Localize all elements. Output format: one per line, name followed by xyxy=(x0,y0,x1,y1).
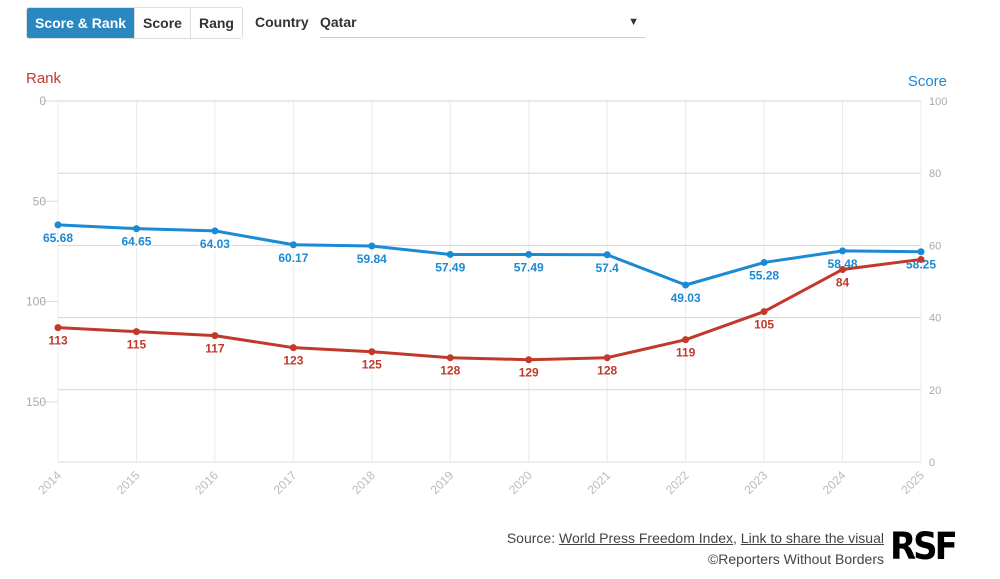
data-point-rank xyxy=(289,344,297,352)
data-label-score: 65.68 xyxy=(43,231,73,245)
data-point-rank xyxy=(917,255,925,263)
data-point-score xyxy=(132,225,140,233)
country-value: Qatar xyxy=(320,14,357,30)
footer: Source: World Press Freedom Index, Link … xyxy=(507,528,884,570)
data-point-rank xyxy=(446,354,454,362)
data-label-rank: 125 xyxy=(362,358,382,372)
data-label-score: 60.17 xyxy=(278,251,308,265)
data-point-score xyxy=(525,250,533,258)
data-label-rank: 105 xyxy=(754,318,774,332)
data-point-score xyxy=(446,250,454,258)
score-tick-label: 60 xyxy=(929,240,941,252)
data-point-score xyxy=(54,221,62,229)
score-tick-label: 40 xyxy=(929,313,941,325)
x-tick-label: 2024 xyxy=(820,468,849,497)
data-label-rank: 129 xyxy=(519,366,539,380)
score-axis-title: Score xyxy=(907,73,947,90)
rsf-logo: RSF xyxy=(890,525,958,569)
rank-tick-label: 150 xyxy=(26,395,46,409)
data-label-rank: 119 xyxy=(676,346,696,360)
data-label-score: 49.03 xyxy=(671,291,701,305)
data-label-rank: 117 xyxy=(205,342,225,356)
x-tick-label: 2014 xyxy=(35,468,64,497)
x-tick-label: 2020 xyxy=(506,468,535,497)
data-point-rank xyxy=(132,328,140,336)
rank-axis-title: Rank xyxy=(26,70,62,87)
separator: , xyxy=(733,530,741,546)
x-tick-label: 2018 xyxy=(349,468,378,497)
data-point-rank xyxy=(54,324,62,332)
data-point-score xyxy=(682,281,690,289)
view-tabs: Score & Rank Score Rang xyxy=(26,7,243,39)
x-tick-label: 2019 xyxy=(428,468,457,497)
share-link[interactable]: Link to share the visual xyxy=(740,530,884,546)
source-link[interactable]: World Press Freedom Index xyxy=(558,530,734,546)
data-label-score: 57.49 xyxy=(435,260,465,274)
data-point-score xyxy=(211,227,219,235)
x-tick-label: 2023 xyxy=(741,468,770,497)
x-tick-label: 2015 xyxy=(114,468,143,497)
series-line-rank xyxy=(57,257,922,362)
data-label-score: 59.84 xyxy=(357,252,387,266)
score-tick-label: 20 xyxy=(929,385,941,397)
x-tick-label: 2025 xyxy=(898,468,927,497)
data-point-rank xyxy=(760,308,768,316)
data-label-rank: 128 xyxy=(440,364,460,378)
data-point-score xyxy=(368,242,376,250)
tab-score[interactable]: Score xyxy=(134,8,190,38)
data-point-score xyxy=(760,258,768,266)
data-point-rank xyxy=(368,348,376,356)
x-tick-label: 2017 xyxy=(271,468,300,497)
source-prefix: Source: xyxy=(506,530,559,546)
data-label-score: 64.65 xyxy=(121,235,151,249)
data-label-rank: 113 xyxy=(48,334,68,348)
tab-rang[interactable]: Rang xyxy=(189,8,242,38)
data-point-score xyxy=(603,251,611,259)
x-tick-label: 2021 xyxy=(585,468,614,497)
country-label: Country xyxy=(255,14,309,30)
data-label-rank: 128 xyxy=(597,364,617,378)
tab-score-rank[interactable]: Score & Rank xyxy=(27,8,135,38)
rank-tick-label: 50 xyxy=(33,194,47,208)
data-label-rank: 115 xyxy=(127,338,147,352)
rank-tick-label: 100 xyxy=(26,295,46,309)
data-label-score: 57.49 xyxy=(514,260,544,274)
data-point-score xyxy=(917,248,925,256)
score-tick-label: 0 xyxy=(929,457,935,469)
chevron-down-icon: ▼ xyxy=(628,16,639,28)
data-point-rank xyxy=(682,336,690,344)
score-tick-label: 80 xyxy=(929,168,941,180)
data-label-score: 55.28 xyxy=(749,268,779,282)
rank-tick-label: 0 xyxy=(39,94,46,108)
data-point-score xyxy=(839,247,847,255)
copyright: ©Reporters Without Borders xyxy=(707,551,884,567)
x-tick-label: 2016 xyxy=(192,468,221,497)
data-label-rank: 123 xyxy=(283,354,303,368)
data-point-rank xyxy=(211,332,219,340)
score-tick-label: 100 xyxy=(929,96,947,108)
data-point-rank xyxy=(603,354,611,362)
data-label-score: 64.03 xyxy=(200,237,230,251)
x-tick-label: 2022 xyxy=(663,468,692,497)
country-select[interactable]: Qatar ▼ xyxy=(320,8,645,38)
data-label-rank: 84 xyxy=(836,275,850,289)
data-label-score: 57.4 xyxy=(596,261,620,275)
data-point-rank xyxy=(525,356,533,364)
data-point-score xyxy=(289,241,297,249)
data-point-rank xyxy=(839,265,847,273)
series-line-score xyxy=(57,223,922,287)
